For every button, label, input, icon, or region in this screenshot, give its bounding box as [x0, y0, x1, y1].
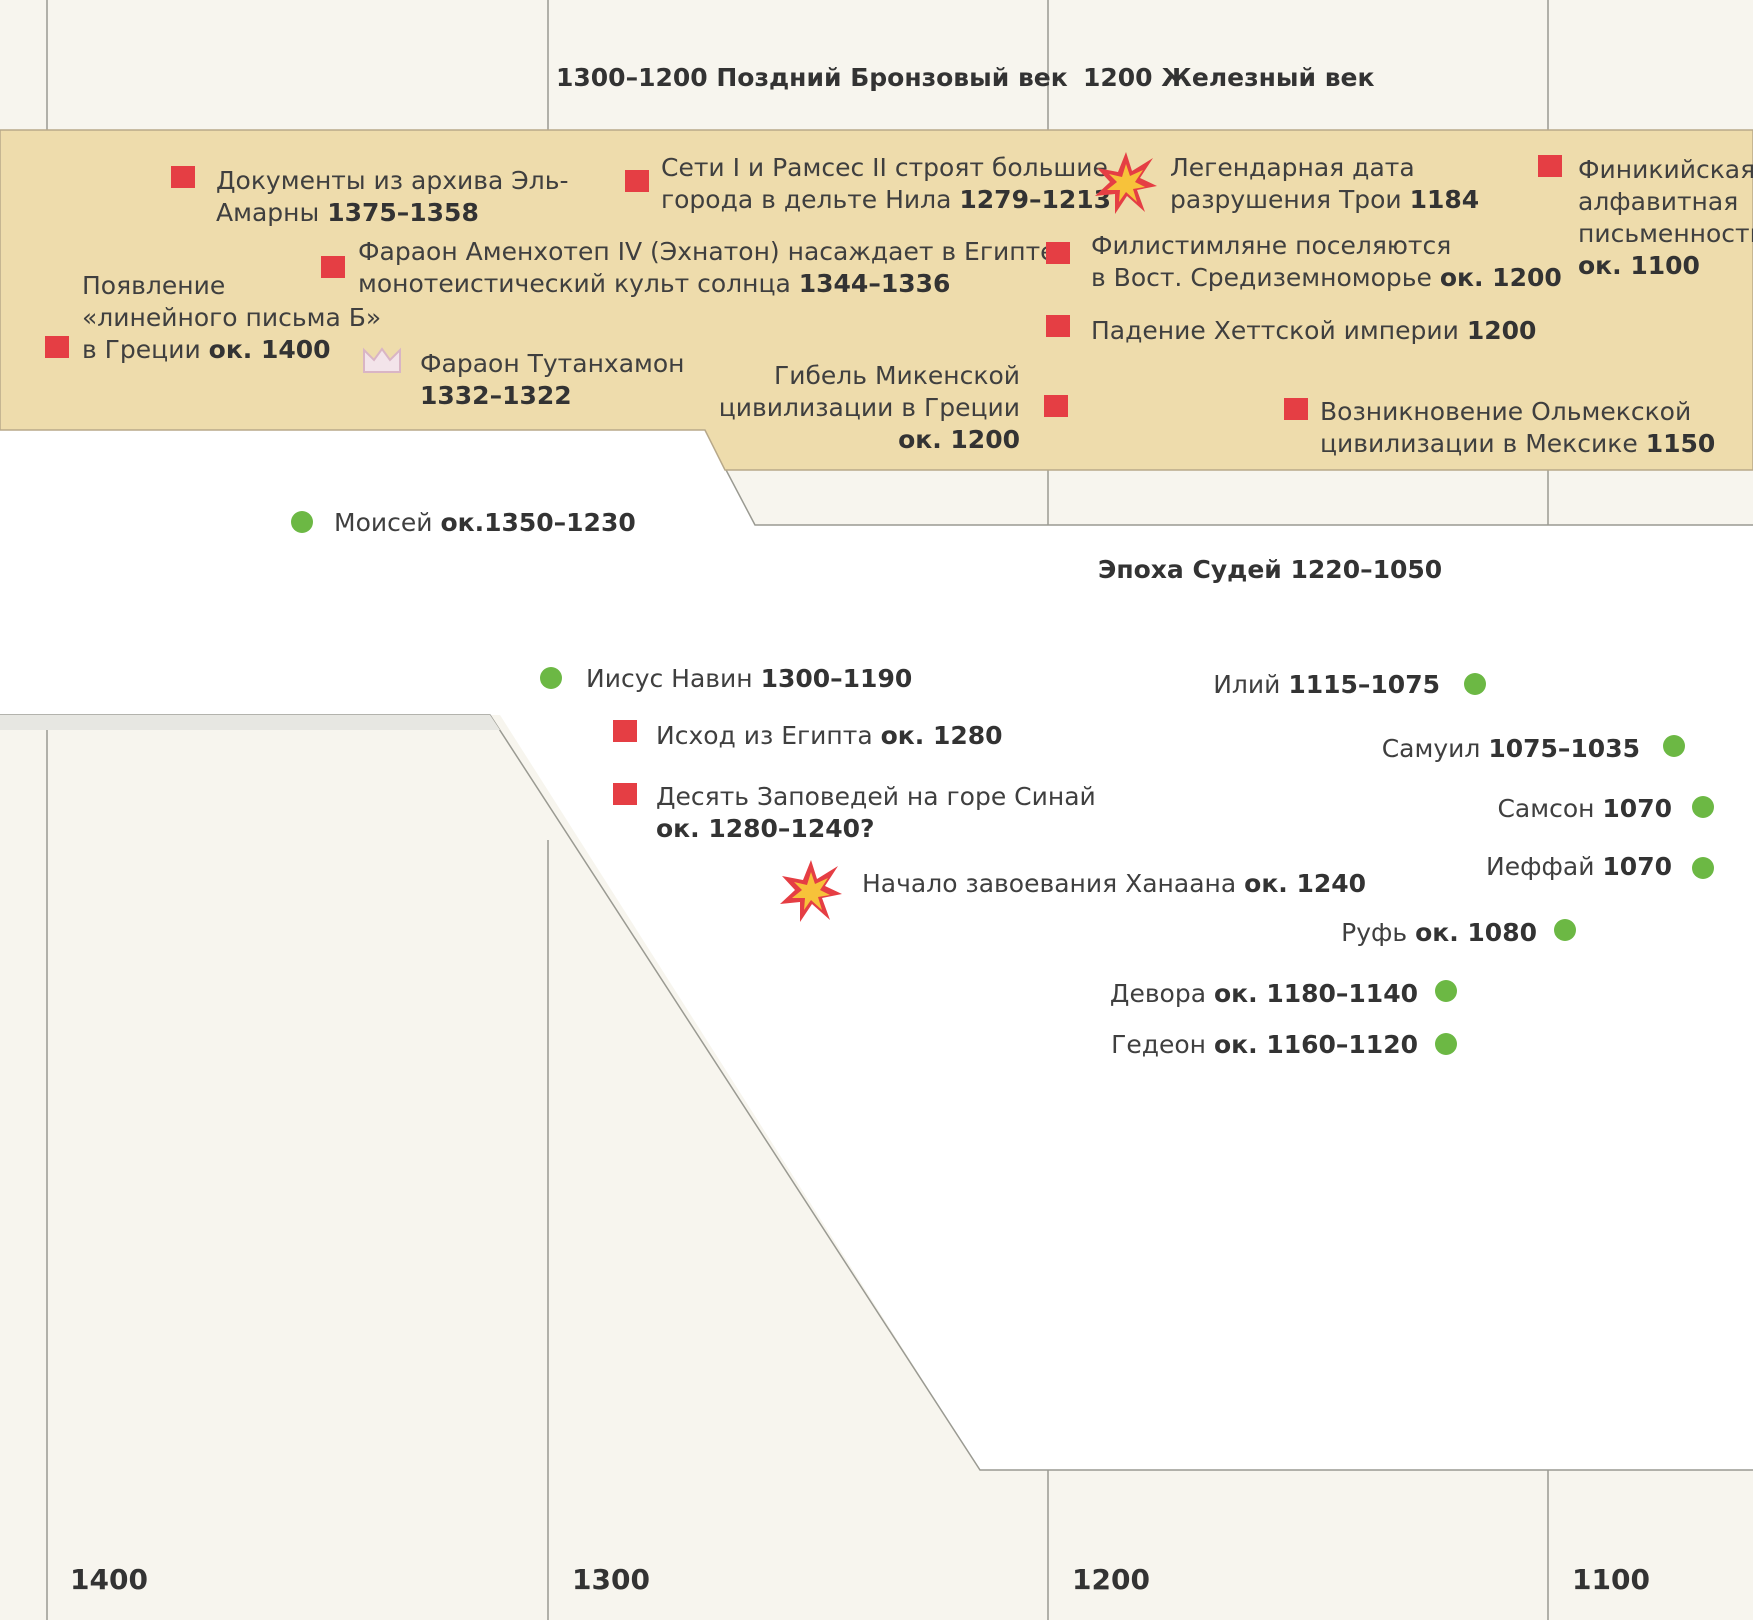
biblical-zone	[0, 430, 1753, 1470]
judge-gideon: Гедеон ок. 1160–1120	[1111, 1030, 1418, 1059]
era-judges: Эпоха Судей 1220–1050	[1098, 555, 1443, 584]
biblical-dot-marker	[1464, 673, 1486, 695]
event-akhenaten: Фараон Аменхотеп IV (Эхнатон) насаждает …	[358, 237, 1056, 298]
biblical-dot-marker	[1435, 1033, 1457, 1055]
judge-jephthah: Иеффай 1070	[1486, 852, 1672, 881]
judge-eli: Илий 1115–1075	[1213, 670, 1440, 699]
biblical-dot-marker	[1435, 980, 1457, 1002]
event-square-marker	[625, 170, 649, 192]
event-square-marker	[1046, 242, 1070, 264]
axis-year-1100: 1100	[1572, 1563, 1650, 1596]
judge-deborah: Девора ок. 1180–1140	[1109, 979, 1418, 1008]
event-square-marker	[171, 166, 195, 188]
event-mycenae: Гибель Микенской цивилизации в Греции ок…	[718, 361, 1020, 454]
event-square-marker	[1284, 398, 1308, 420]
event-commandments: Десять Заповедей на горе Синай ок. 1280–…	[656, 782, 1096, 843]
era-late-bronze: 1300–1200 Поздний Бронзовый век	[556, 63, 1068, 92]
judge-samuel: Самуил 1075–1035	[1381, 734, 1640, 763]
biblical-dot-marker	[540, 667, 562, 689]
event-square-marker	[1044, 395, 1068, 417]
biblical-dot-marker	[1692, 796, 1714, 818]
axis-year-1400: 1400	[70, 1563, 148, 1596]
judge-ruth: Руфь ок. 1080	[1341, 918, 1537, 947]
explosion-icon	[780, 860, 842, 922]
event-olmec: Возникновение Ольмекской цивилизации в М…	[1320, 397, 1716, 458]
biblical-dot-marker	[1692, 857, 1714, 879]
event-square-marker	[1046, 315, 1070, 337]
biblical-dot-marker	[291, 511, 313, 533]
event-phoenician: Финикийская алфавитная письменность ок. …	[1578, 155, 1753, 280]
event-exodus: Исход из Египта ок. 1280	[656, 721, 1003, 750]
axis-year-1300: 1300	[572, 1563, 650, 1596]
event-tutankhamun: Фараон Тутанхамон 1332–1322	[420, 349, 685, 410]
biblical-dot-marker	[1663, 735, 1685, 757]
event-square-marker	[1538, 155, 1562, 177]
axis-year-1200: 1200	[1072, 1563, 1150, 1596]
event-hittite: Падение Хеттской империи 1200	[1091, 316, 1537, 345]
crown-icon	[363, 347, 401, 373]
event-moses: Моисей ок.1350–1230	[334, 508, 636, 537]
event-square-marker	[45, 336, 69, 358]
event-seti: Сети I и Рамсес II строят большие города…	[661, 153, 1112, 214]
event-canaan: Начало завоевания Ханаана ок. 1240	[862, 869, 1367, 898]
event-square-marker	[321, 256, 345, 278]
event-square-marker	[613, 720, 637, 742]
event-troy: Легендарная дата разрушения Трои 1184	[1170, 153, 1480, 214]
era-iron: 1200 Железный век	[1083, 63, 1375, 92]
event-joshua: Иисус Навин 1300–1190	[586, 664, 913, 693]
event-linear-b: Появление «линейного письма Б» в Греции …	[82, 271, 382, 364]
world-events-band	[0, 129, 1753, 471]
event-amarna: Документы из архива Эль- Амарны 1375–135…	[216, 166, 569, 227]
biblical-dot-marker	[1554, 919, 1576, 941]
judge-samson: Самсон 1070	[1497, 794, 1672, 823]
event-philistines: Филистимляне поселяются в Вост. Средизем…	[1091, 231, 1562, 292]
event-square-marker	[613, 783, 637, 805]
explosion-icon	[1095, 152, 1157, 214]
